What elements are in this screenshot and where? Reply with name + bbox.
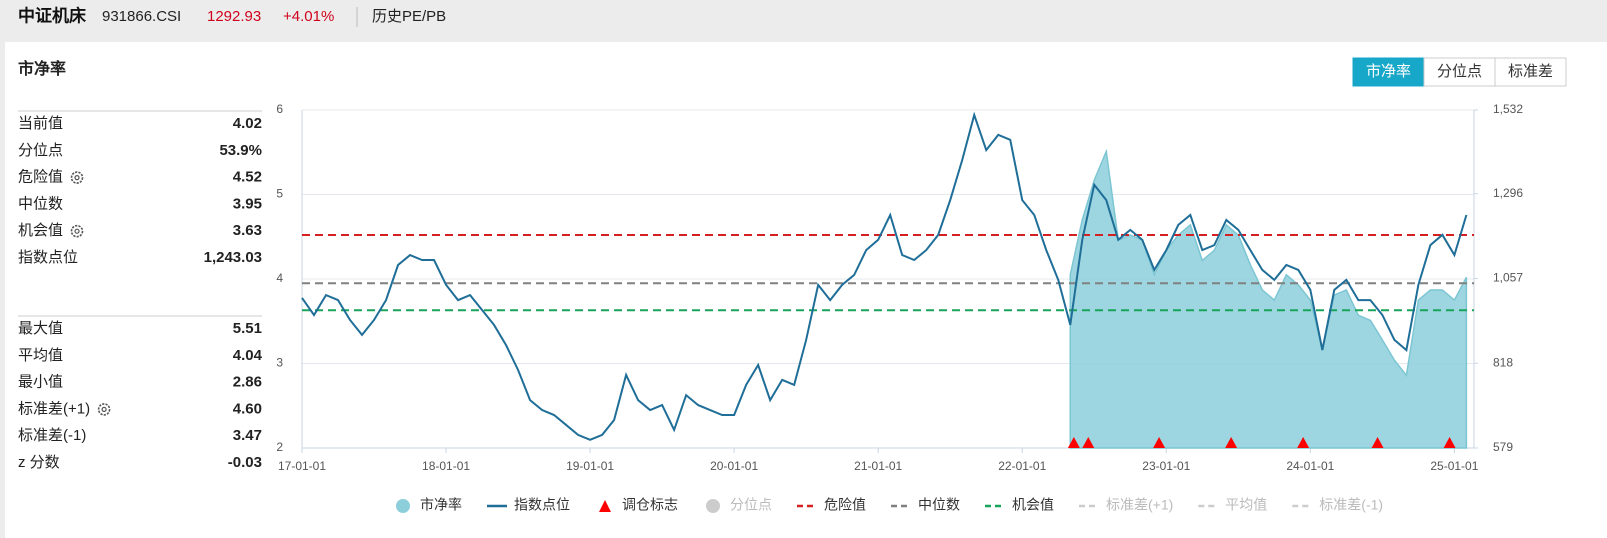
stat-label: z 分数 (18, 454, 60, 471)
stat-label: 危险值 (18, 169, 63, 186)
x-tick-label: 24-01-01 (1286, 459, 1334, 473)
rebalance-marker (1225, 437, 1238, 448)
y-tick-label: 6 (276, 102, 283, 116)
y-tick-label: 5 (276, 187, 283, 201)
y-tick-label: 4 (276, 271, 283, 285)
legend-symbol[interactable] (396, 499, 410, 513)
y2-tick-label: 818 (1493, 355, 1513, 369)
card (5, 42, 1607, 538)
x-tick-label: 22-01-01 (998, 459, 1046, 473)
stat-value: 4.60 (233, 400, 262, 417)
pb-area (1069, 148, 1468, 449)
x-tick-label: 17-01-01 (278, 459, 326, 473)
index-code: 931866.CSI (102, 8, 181, 25)
index-change: +4.01% (283, 8, 334, 25)
stat-label: 指数点位 (18, 249, 78, 266)
tab-label[interactable]: 分位点 (1437, 63, 1482, 80)
index-price: 1292.93 (207, 8, 261, 25)
stat-value: 3.63 (233, 222, 262, 239)
y-tick-label: 2 (276, 440, 283, 454)
stat-label: 分位点 (18, 142, 63, 159)
legend-label[interactable]: 标准差(-1) (1319, 497, 1383, 513)
stat-value: 4.04 (233, 347, 263, 364)
x-tick-label: 20-01-01 (710, 459, 758, 473)
index-name: 中证机床 (18, 5, 87, 25)
panel-title: 市净率 (18, 59, 66, 78)
tab-label[interactable]: 市净率 (1366, 63, 1411, 80)
gear-icon-hole (74, 228, 80, 234)
rebalance-marker (1443, 437, 1456, 448)
rebalance-marker (1297, 437, 1310, 448)
stat-label: 当前值 (18, 115, 63, 132)
history-link[interactable]: 历史PE/PB (372, 8, 446, 25)
gear-icon-hole (74, 175, 80, 181)
legend-label[interactable]: 指数点位 (514, 497, 570, 513)
x-tick-label: 25-01-01 (1430, 459, 1478, 473)
index-line (301, 111, 1468, 441)
y2-tick-label: 1,057 (1493, 271, 1523, 285)
y2-tick-label: 1,532 (1493, 102, 1523, 116)
legend-label[interactable]: 平均值 (1225, 497, 1267, 513)
stat-label: 标准差(-1) (18, 427, 86, 444)
gear-icon[interactable] (97, 403, 111, 416)
stat-value: 53.9% (219, 142, 262, 159)
legend-label[interactable]: 市净率 (420, 497, 462, 513)
x-tick-label: 23-01-01 (1142, 459, 1190, 473)
stat-value: 4.02 (233, 115, 262, 132)
stat-label: 中位数 (18, 195, 63, 212)
legend-label[interactable]: 危险值 (824, 497, 866, 513)
rebalance-marker (1067, 437, 1080, 448)
tab-label[interactable]: 标准差 (1508, 63, 1553, 80)
gear-icon-hole (101, 406, 107, 412)
legend-label[interactable]: 标准差(+1) (1106, 497, 1173, 513)
rebalance-marker (1371, 437, 1384, 448)
stat-label: 最大值 (18, 320, 63, 337)
stat-label: 平均值 (18, 347, 63, 364)
tab[interactable] (1494, 57, 1567, 87)
legend-symbol[interactable] (599, 500, 611, 512)
stat-value: 2.86 (233, 374, 262, 391)
stat-label: 标准差(+1) (18, 400, 90, 417)
x-tick-label: 19-01-01 (566, 459, 614, 473)
gear-icon[interactable] (70, 224, 84, 238)
stat-label: 机会值 (18, 222, 63, 239)
legend-label[interactable]: 机会值 (1012, 497, 1054, 513)
stat-value: 5.51 (233, 320, 262, 337)
rebalance-marker (1153, 437, 1166, 448)
stat-value: 4.52 (233, 169, 262, 186)
y-tick-label: 3 (276, 356, 283, 370)
legend-label[interactable]: 中位数 (918, 497, 960, 513)
legend-label[interactable]: 调仓标志 (622, 497, 678, 513)
y2-tick-label: 579 (1493, 440, 1513, 454)
y2-tick-label: 1,296 (1493, 186, 1523, 200)
rebalance-marker (1082, 437, 1095, 448)
gear-icon[interactable] (70, 171, 84, 184)
x-tick-label: 21-01-01 (854, 459, 902, 473)
stat-value: 3.95 (233, 195, 262, 212)
stat-value: 1,243.03 (204, 249, 262, 266)
tab[interactable] (1423, 57, 1496, 87)
tab[interactable] (1352, 57, 1425, 87)
stat-value: 3.47 (233, 427, 262, 444)
legend-label[interactable]: 分位点 (730, 497, 772, 513)
legend-symbol[interactable] (706, 499, 720, 513)
stat-value: -0.03 (228, 454, 262, 471)
x-tick-label: 18-01-01 (422, 459, 470, 473)
stat-label: 最小值 (18, 374, 63, 391)
